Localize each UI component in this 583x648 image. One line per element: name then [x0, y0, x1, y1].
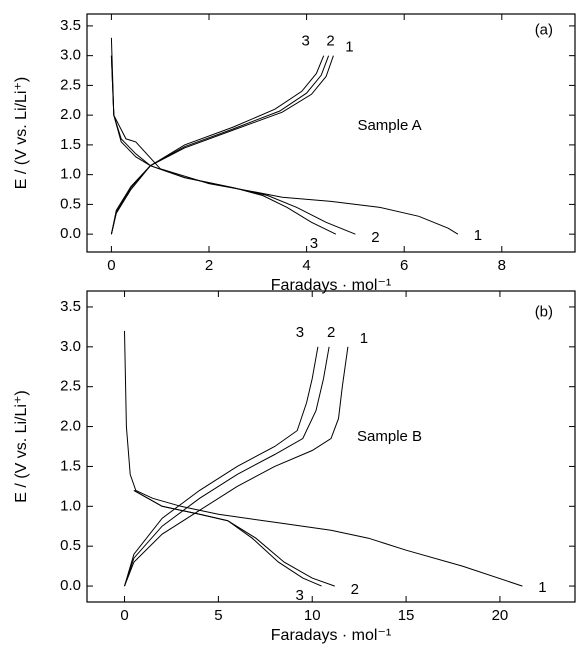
curve-label: 1 [474, 227, 482, 244]
y-tick-label: 0.5 [60, 195, 81, 212]
x-axis-label: Faradays · mol⁻¹ [271, 627, 391, 644]
plot-frame [86, 13, 576, 253]
curve-label: 1 [538, 579, 546, 596]
curve [110, 55, 330, 235]
curve [124, 346, 349, 587]
curve [110, 55, 337, 235]
y-tick-label: 0.0 [60, 577, 81, 594]
curve [124, 346, 330, 587]
curve [110, 55, 325, 235]
curve [124, 330, 523, 587]
curve [133, 489, 322, 587]
annotation: (b) [535, 304, 553, 321]
y-tick-label: 1.0 [60, 166, 81, 183]
y-tick-label: 1.0 [60, 497, 81, 514]
curve-label: 2 [326, 33, 334, 50]
curve-label: 2 [371, 229, 379, 246]
y-tick-label: 3.0 [60, 47, 81, 64]
curve-label: 1 [360, 330, 368, 347]
curve-label: 3 [295, 587, 303, 604]
y-tick-label: 3.0 [60, 338, 81, 355]
curve-label: 1 [345, 39, 353, 56]
x-tick-label: 4 [302, 257, 310, 274]
y-tick-label: 2.5 [60, 378, 81, 395]
y-tick-label: 0.0 [60, 225, 81, 242]
x-tick-label: 20 [492, 607, 509, 624]
x-tick-label: 6 [400, 257, 408, 274]
curve [124, 346, 319, 587]
x-tick-label: 10 [304, 607, 321, 624]
x-tick-label: 15 [398, 607, 415, 624]
y-tick-label: 2.0 [60, 106, 81, 123]
x-tick-label: 5 [214, 607, 222, 624]
curve [110, 55, 334, 235]
annotation: Sample A [357, 117, 421, 134]
annotation: Sample B [357, 428, 422, 445]
curve [110, 55, 356, 235]
y-tick-label: 3.5 [60, 17, 81, 34]
curve-label: 2 [327, 324, 335, 341]
y-tick-label: 1.5 [60, 457, 81, 474]
y-tick-label: 2.5 [60, 76, 81, 93]
x-tick-label: 0 [107, 257, 115, 274]
curve [110, 37, 459, 235]
plot-frame [86, 290, 576, 603]
y-tick-label: 0.5 [60, 537, 81, 554]
curve [133, 489, 335, 587]
curve-label: 3 [302, 33, 310, 50]
y-axis-label: E / (V vs. Li/Li⁺) [13, 390, 30, 502]
curve-label: 2 [351, 581, 359, 598]
y-tick-label: 3.5 [60, 298, 81, 315]
y-tick-label: 2.0 [60, 418, 81, 435]
annotation: (a) [535, 22, 553, 39]
x-tick-label: 8 [498, 257, 506, 274]
x-tick-label: 0 [120, 607, 128, 624]
y-tick-label: 1.5 [60, 136, 81, 153]
x-tick-label: 2 [205, 257, 213, 274]
curve-label: 3 [296, 324, 304, 341]
x-axis-label: Faradays · mol⁻¹ [271, 277, 391, 294]
y-axis-label: E / (V vs. Li/Li⁺) [13, 77, 30, 189]
curve-label: 3 [310, 235, 318, 252]
